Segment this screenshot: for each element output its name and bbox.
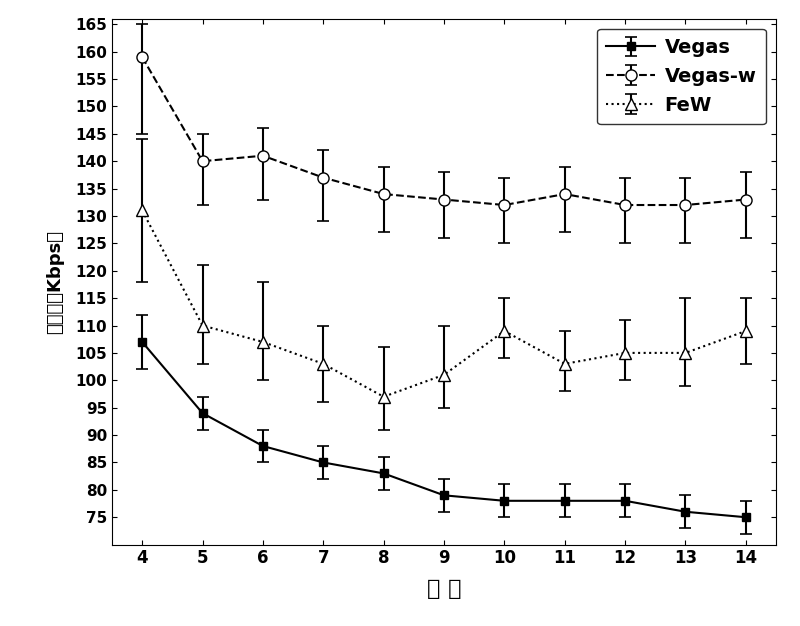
Legend: Vegas, Vegas-w, FeW: Vegas, Vegas-w, FeW xyxy=(597,29,766,125)
Y-axis label: 容吐量（Kbps）: 容吐量（Kbps） xyxy=(46,230,64,334)
X-axis label: 跳 数: 跳 数 xyxy=(426,578,462,598)
